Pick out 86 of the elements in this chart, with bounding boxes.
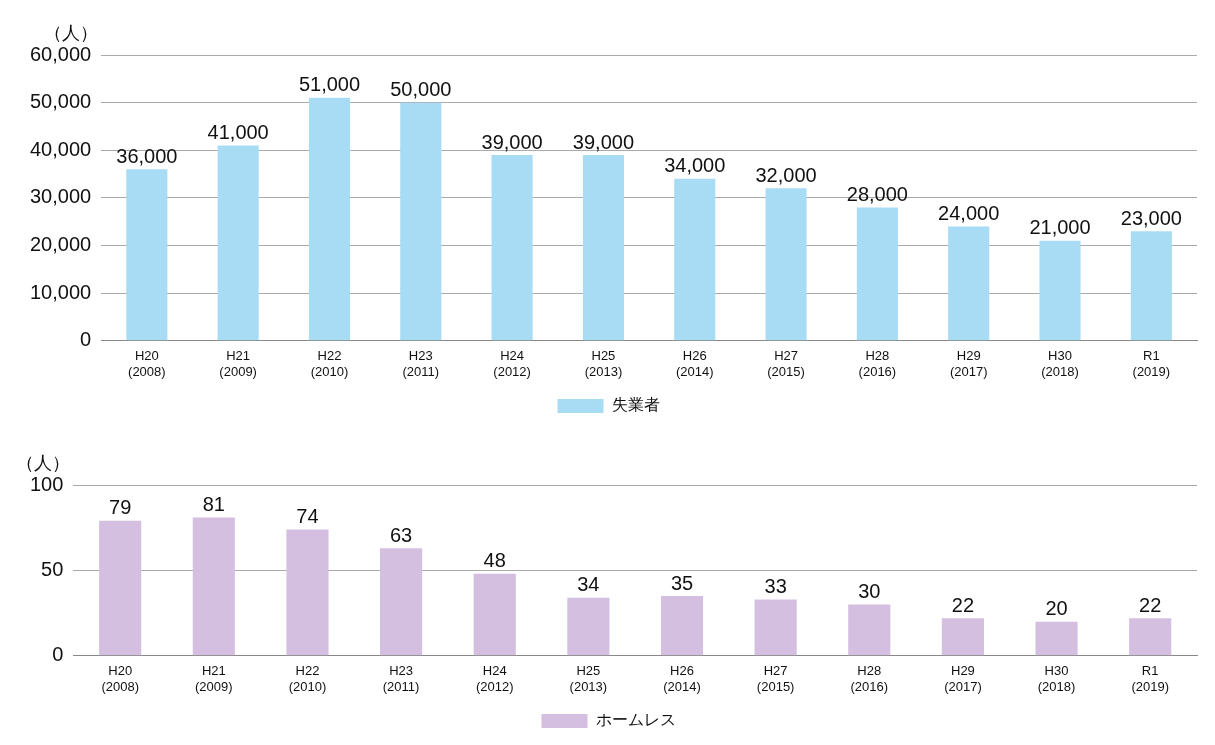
bar [1035, 621, 1078, 656]
bar [491, 155, 533, 341]
data-label: 22 [951, 593, 975, 616]
bar [308, 97, 351, 341]
data-label: 21,000 [1029, 216, 1091, 239]
y-axis-title: （人） [44, 22, 99, 43]
x-tick-label: H21 (2009) [195, 663, 233, 694]
data-label: 51,000 [298, 73, 361, 96]
legend-label: 失業者 [611, 396, 660, 414]
bar [1129, 618, 1172, 656]
y-tick-label: 50,000 [30, 90, 92, 113]
x-tick-label: H22 (2010) [310, 348, 349, 379]
bar [126, 169, 168, 341]
x-tick-label: H28 (2016) [858, 348, 897, 379]
data-label: 22 [1139, 593, 1162, 616]
x-tick-label: H23 (2011) [382, 663, 420, 694]
data-label: 74 [296, 504, 319, 527]
y-axis-title: （人） [16, 452, 71, 473]
data-label: 50,000 [390, 78, 452, 101]
y-tick-label: 0 [52, 643, 64, 666]
data-label: 48 [483, 549, 506, 572]
y-tick-label: 10,000 [30, 280, 92, 303]
bar [1130, 231, 1172, 341]
data-label: 23,000 [1120, 206, 1182, 229]
bar [941, 618, 984, 656]
x-tick-label: H25 (2013) [569, 663, 608, 694]
bar [582, 155, 624, 341]
x-tick-label: H21 (2009) [219, 348, 257, 379]
x-tick-label: H28 (2016) [850, 663, 889, 694]
data-label: 20 [1045, 597, 1068, 620]
y-tick-label: 30,000 [30, 185, 92, 208]
x-tick-label: H27 (2015) [756, 663, 795, 694]
bar [400, 102, 442, 341]
y-tick-label: 20,000 [30, 233, 92, 256]
data-label: 41,000 [207, 121, 269, 144]
x-tick-label: H29 (2017) [949, 348, 988, 379]
x-tick-label: H27 (2015) [767, 348, 805, 379]
x-tick-label: R1 (2019) [1131, 663, 1169, 694]
bar [217, 145, 259, 341]
x-tick-label: H26 (2014) [663, 663, 701, 694]
data-label: 35 [670, 571, 694, 594]
data-label: 24,000 [938, 202, 1000, 224]
data-label: 39,000 [481, 130, 543, 153]
x-tick-label: H29 (2017) [944, 663, 982, 694]
data-label: 34,000 [664, 154, 726, 177]
x-tick-label: H30 (2018) [1037, 663, 1076, 694]
x-tick-label: H24 (2012) [493, 348, 531, 379]
bar [192, 517, 235, 656]
data-label: 34 [577, 573, 600, 596]
bar [674, 178, 716, 341]
bar [99, 520, 142, 656]
x-tick-label: H30 (2018) [1041, 348, 1079, 379]
data-label: 63 [389, 523, 413, 546]
bar [473, 573, 516, 656]
data-label: 32,000 [755, 163, 817, 186]
bar [286, 529, 329, 656]
y-tick-label: 40,000 [30, 137, 92, 160]
data-label: 30 [858, 580, 881, 603]
bar [856, 207, 898, 341]
x-tick-label: H22 (2010) [288, 663, 327, 694]
x-tick-label: H23 (2011) [402, 348, 440, 379]
y-tick-label: 60,000 [30, 42, 92, 65]
data-label: 28,000 [846, 182, 908, 205]
bar [765, 188, 807, 341]
bar [948, 226, 990, 341]
legend-label: ホームレス [595, 711, 676, 729]
x-tick-label: H24 (2012) [475, 663, 514, 694]
x-tick-label: H26 (2014) [675, 348, 714, 379]
y-tick-label: 0 [80, 328, 92, 351]
bar [380, 548, 423, 656]
bar [567, 597, 610, 656]
bar [1039, 240, 1081, 341]
y-tick-label: 100 [29, 472, 64, 495]
x-tick-label: H20 (2008) [101, 663, 139, 694]
x-tick-label: R1 (2019) [1132, 348, 1171, 379]
data-label: 33 [764, 574, 787, 597]
x-tick-label: H25 (2013) [584, 348, 623, 379]
bar [660, 596, 704, 656]
data-label: 81 [202, 492, 225, 515]
bar [754, 599, 797, 656]
data-label: 39,000 [572, 130, 635, 153]
x-tick-label: H20 (2008) [128, 348, 166, 379]
y-tick-label: 50 [41, 557, 64, 580]
bar [848, 604, 891, 656]
data-label: 36,000 [116, 144, 178, 167]
data-label: 79 [109, 496, 132, 519]
